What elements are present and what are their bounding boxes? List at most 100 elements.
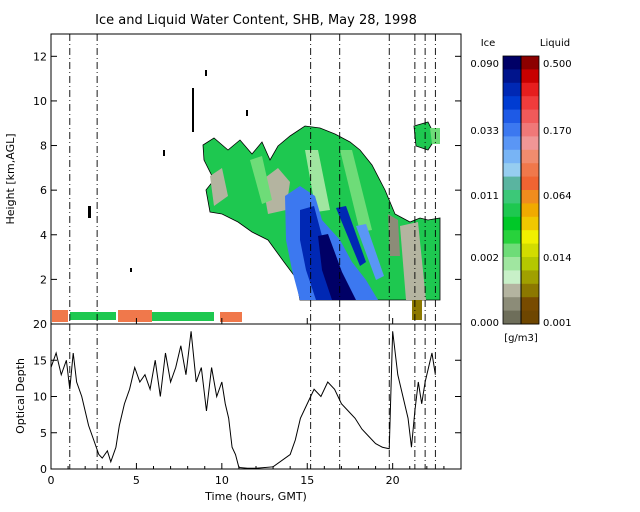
top-ytick-label-1: 4 [40, 229, 47, 242]
colorbar-liquid-swatch-8 [521, 163, 539, 178]
colorbar-ice-swatch-13 [503, 230, 521, 245]
xtick-label-3: 15 [300, 474, 314, 487]
speck-4 [246, 110, 248, 116]
cloud-field [52, 70, 441, 322]
speck-1 [88, 206, 91, 218]
bottom-ytick-label-4: 20 [33, 318, 47, 331]
colorbar-liquid-swatch-9 [521, 176, 539, 191]
colorbar-liquid-tick-0: 0.500 [543, 59, 572, 70]
colorbar-liquid-swatch-6 [521, 136, 539, 151]
colorbar [503, 56, 539, 325]
colorbar-liquid-swatch-11 [521, 203, 539, 218]
colorbar-ice-swatch-8 [503, 163, 521, 178]
bottom-y-axis-label: Optical Depth [14, 358, 27, 434]
colorbar-ticks: 0.090 0.033 0.011 0.002 0.000 0.500 0.170 0.064… [470, 59, 571, 329]
colorbar-liquid-swatch-14 [521, 243, 539, 258]
top-ytick-label-3: 8 [40, 140, 47, 153]
cloud-streak-3 [305, 150, 330, 212]
liquid-layer-6 [412, 300, 422, 320]
colorbar-ice-swatch-15 [503, 257, 521, 271]
x-axis-label: Time (hours, GMT) [204, 490, 307, 503]
cloud-streak-2 [340, 150, 372, 232]
top-ytick-label-4: 10 [33, 95, 47, 108]
top-dashed-lines [69, 34, 436, 324]
colorbar-ice-swatch-3 [503, 96, 521, 111]
colorbar-ice-swatch-10 [503, 190, 521, 204]
colorbar-liquid-swatch-10 [521, 190, 539, 204]
colorbar-liquid-frame [520, 55, 540, 325]
optical-depth-series [51, 331, 436, 469]
chart-title: Ice and Liquid Water Content, SHB, May 2… [95, 13, 417, 28]
speck-6 [192, 88, 194, 132]
colorbar-ice-swatch-2 [503, 82, 521, 97]
liquid-layer-4 [152, 312, 214, 321]
top-ytick-label-5: 12 [33, 50, 47, 63]
top-ytick-label-0: 2 [40, 273, 47, 286]
colorbar-liquid-swatch-16 [521, 270, 539, 285]
bottom-ytick-label-0: 0 [40, 463, 47, 476]
colorbar-liquid-swatch-13 [521, 230, 539, 245]
top-y-axis: 2 4 6 8 10 12 [33, 50, 461, 286]
colorbar-liquid-swatch-5 [521, 123, 539, 137]
cloud-edge-1 [210, 168, 228, 206]
colorbar-ice-tick-2: 0.011 [470, 191, 499, 202]
colorbar-ice-swatch-7 [503, 149, 521, 164]
colorbar-ice-swatch-0 [503, 56, 521, 70]
colorbar-ice-swatch-16 [503, 270, 521, 285]
top-y-axis-label: Height [km,AGL] [4, 133, 17, 224]
colorbar-ice-swatch-11 [503, 203, 521, 218]
colorbar-liquid-swatch-3 [521, 96, 539, 111]
speck-5 [130, 268, 132, 272]
colorbar-liquid-tick-1: 0.170 [543, 126, 572, 137]
colorbar-liquid-swatch-0 [521, 56, 539, 70]
xtick-label-0: 0 [48, 474, 55, 487]
colorbar-ice-swatch-6 [503, 136, 521, 151]
colorbar-ice-swatch-9 [503, 176, 521, 191]
colorbar-liquid-tick-4: 0.001 [543, 318, 572, 329]
colorbar-liquid-swatch-1 [521, 69, 539, 84]
colorbar-ice-swatch-5 [503, 123, 521, 137]
colorbar-ice-swatch-17 [503, 283, 521, 298]
colorbar-ice-swatch-14 [503, 243, 521, 258]
colorbar-ice-swatch-18 [503, 297, 521, 312]
colorbar-liquid-label: Liquid [540, 38, 570, 49]
optical-depth-plot [51, 331, 436, 469]
x-axis: 0 5 10 15 20 [48, 318, 445, 487]
colorbar-ice-swatch-12 [503, 216, 521, 231]
bottom-ytick-label-1: 5 [40, 427, 47, 440]
colorbar-liquid-tick-3: 0.014 [543, 253, 572, 264]
colorbar-ice-swatch-4 [503, 109, 521, 124]
speck-3 [205, 70, 207, 76]
colorbar-liquid-swatch-15 [521, 257, 539, 271]
liquid-layer-2 [70, 312, 116, 320]
cloud-core-streak-2 [356, 224, 384, 280]
speck-2 [163, 150, 165, 156]
xtick-label-4: 20 [386, 474, 400, 487]
colorbar-ice-tick-1: 0.033 [470, 126, 499, 137]
liquid-layer-3 [118, 310, 152, 322]
liquid-layer-1 [52, 310, 68, 322]
cloud-edge-4 [388, 214, 400, 256]
cloud-streak-1 [250, 156, 272, 204]
colorbar-liquid-swatch-7 [521, 149, 539, 164]
liquid-layer-5 [220, 312, 242, 322]
colorbar-liquid-tick-2: 0.064 [543, 191, 572, 202]
colorbar-ice-tick-0: 0.090 [470, 59, 499, 70]
cloud-edge-3 [400, 222, 426, 300]
colorbar-liquid-swatch-12 [521, 216, 539, 231]
colorbar-liquid-swatch-4 [521, 109, 539, 124]
colorbar-ice-swatch-19 [503, 310, 521, 325]
colorbar-liquid-swatch-19 [521, 310, 539, 325]
colorbar-liquid-swatch-2 [521, 82, 539, 97]
cloud-core-dense [318, 234, 356, 300]
bottom-ytick-label-3: 15 [33, 354, 47, 367]
colorbar-liquid-swatch-18 [521, 297, 539, 312]
bottom-y-axis: 0 5 10 15 20 [33, 318, 461, 476]
bottom-panel-frame [50, 323, 462, 470]
xtick-label-2: 10 [215, 474, 229, 487]
top-ytick-label-2: 6 [40, 184, 47, 197]
colorbar-liquid-swatch-17 [521, 283, 539, 298]
cloud-edge-2 [262, 168, 290, 214]
cloud-core-streak [336, 206, 366, 266]
